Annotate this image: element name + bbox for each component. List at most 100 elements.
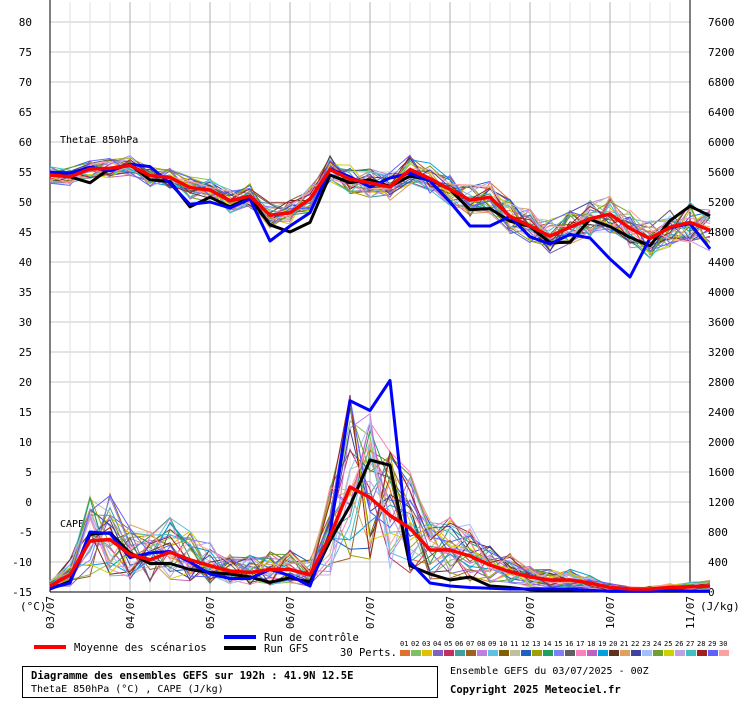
perturbation-thetae-line bbox=[49, 154, 711, 252]
perturbation-thetae-line bbox=[49, 159, 711, 252]
right-tick-label: 2400 bbox=[708, 406, 735, 419]
legend-pert-swatch bbox=[653, 650, 663, 656]
panel-label-cape: CAPE bbox=[60, 519, 84, 530]
right-unit-label: (J/kg) bbox=[700, 600, 740, 613]
legend-pert-number: 19 bbox=[598, 640, 606, 648]
legend-pert-swatch bbox=[675, 650, 685, 656]
right-tick-label: 2000 bbox=[708, 436, 735, 449]
legend-pert-swatch bbox=[411, 650, 421, 656]
legend-pert-number: 25 bbox=[664, 640, 672, 648]
left-tick-label: 10 bbox=[19, 436, 32, 449]
legend-pert-swatch bbox=[543, 650, 553, 656]
left-tick-label: 0 bbox=[25, 496, 32, 509]
right-tick-label: 400 bbox=[708, 556, 728, 569]
legend-pert-number: 16 bbox=[565, 640, 573, 648]
left-tick-label: 35 bbox=[19, 286, 32, 299]
series-mean-cape-line bbox=[49, 485, 711, 591]
x-tick-label: 06/07 bbox=[284, 596, 297, 629]
legend-pert-swatch bbox=[477, 650, 487, 656]
legend-pert-swatch bbox=[686, 650, 696, 656]
legend-pert-swatch bbox=[444, 650, 454, 656]
right-tick-label: 6000 bbox=[708, 136, 735, 149]
left-tick-label: -5 bbox=[19, 526, 32, 539]
title-box: Diagramme des ensembles GEFS sur 192h : … bbox=[22, 666, 438, 698]
legend-pert-swatch bbox=[719, 650, 729, 656]
legend-pert-number: 18 bbox=[587, 640, 595, 648]
legend-pert-swatch bbox=[631, 650, 641, 656]
legend-pert-number: 06 bbox=[455, 640, 463, 648]
legend-pert-number: 07 bbox=[466, 640, 474, 648]
legend-pert-number: 04 bbox=[433, 640, 441, 648]
left-tick-label: 75 bbox=[19, 46, 32, 59]
legend-pert-swatch bbox=[466, 650, 476, 656]
legend-pert-number: 14 bbox=[543, 640, 551, 648]
legend-pert-number: 23 bbox=[642, 640, 650, 648]
legend-pert-swatch bbox=[455, 650, 465, 656]
right-tick-label: 6800 bbox=[708, 76, 735, 89]
left-tick-label: 20 bbox=[19, 376, 32, 389]
left-tick-label: 45 bbox=[19, 226, 32, 239]
legend-pert-swatch bbox=[422, 650, 432, 656]
right-tick-label: 0 bbox=[708, 586, 715, 599]
left-tick-label: 55 bbox=[19, 166, 32, 179]
legend-pert-swatch bbox=[576, 650, 586, 656]
right-tick-label: 5600 bbox=[708, 166, 735, 179]
left-tick-label: -10 bbox=[12, 556, 32, 569]
legend-gfs-label: Run GFS bbox=[264, 643, 308, 655]
legend-pert-swatch bbox=[565, 650, 575, 656]
right-tick-label: 2800 bbox=[708, 376, 735, 389]
right-tick-label: 5200 bbox=[708, 196, 735, 209]
legend-pert-number: 24 bbox=[653, 640, 661, 648]
legend-pert-swatch bbox=[510, 650, 520, 656]
series-control-cape-line bbox=[49, 379, 710, 593]
left-tick-label: 65 bbox=[19, 106, 32, 119]
chart-subtitle: ThetaE 850hPa (°C) , CAPE (J/kg) bbox=[31, 684, 224, 695]
legend-control-label: Run de contrôle bbox=[264, 632, 359, 644]
legend-pert-number: 09 bbox=[488, 640, 496, 648]
left-unit-label: (°C) bbox=[20, 600, 47, 613]
legend-pert-number: 08 bbox=[477, 640, 485, 648]
chart-title: Diagramme des ensembles GEFS sur 192h : … bbox=[31, 670, 354, 682]
legend-pert-number: 15 bbox=[554, 640, 562, 648]
legend-perts-label: 30 Perts. bbox=[340, 647, 397, 659]
left-tick-label: 5 bbox=[25, 466, 32, 479]
legend-pert-swatch bbox=[532, 650, 542, 656]
run-info: Ensemble GEFS du 03/07/2025 - 00Z bbox=[450, 666, 649, 677]
legend-pert-number: 21 bbox=[620, 640, 628, 648]
legend-pert-number: 12 bbox=[521, 640, 529, 648]
right-tick-label: 4000 bbox=[708, 286, 735, 299]
legend-pert-number: 03 bbox=[422, 640, 430, 648]
left-tick-label: 40 bbox=[19, 256, 32, 269]
legend-pert-number: 22 bbox=[631, 640, 639, 648]
legend-pert-swatch bbox=[554, 650, 564, 656]
legend-pert-swatch bbox=[642, 650, 652, 656]
x-tick-label: 11/07 bbox=[684, 596, 697, 629]
x-tick-label: 03/07 bbox=[44, 596, 57, 629]
legend-pert-swatch bbox=[433, 650, 443, 656]
legend-pert-swatch bbox=[708, 650, 718, 656]
right-tick-label: 4400 bbox=[708, 256, 735, 269]
legend-pert-number: 20 bbox=[609, 640, 617, 648]
left-tick-label: -15 bbox=[12, 586, 32, 599]
legend-mean-label: Moyenne des scénarios bbox=[74, 642, 207, 654]
legend-pert-swatch bbox=[488, 650, 498, 656]
series-mean-thetae-line bbox=[49, 163, 711, 241]
perturbation-cape-line bbox=[49, 397, 711, 592]
x-tick-label: 10/07 bbox=[604, 596, 617, 629]
legend: Moyenne des scénarios Run de contrôleRun … bbox=[34, 632, 729, 659]
right-tick-label: 4800 bbox=[708, 226, 735, 239]
right-tick-label: 1600 bbox=[708, 466, 735, 479]
right-tick-label: 7200 bbox=[708, 46, 735, 59]
legend-pert-number: 27 bbox=[686, 640, 694, 648]
right-tick-label: 1200 bbox=[708, 496, 735, 509]
x-tick-label: 09/07 bbox=[524, 596, 537, 629]
x-tick-label: 08/07 bbox=[444, 596, 457, 629]
right-tick-label: 3600 bbox=[708, 316, 735, 329]
x-tick-label: 07/07 bbox=[364, 596, 377, 629]
left-tick-label: 60 bbox=[19, 136, 32, 149]
legend-pert-swatch bbox=[664, 650, 674, 656]
legend-pert-number: 01 bbox=[400, 640, 408, 648]
left-tick-label: 70 bbox=[19, 76, 32, 89]
legend-pert-swatch bbox=[697, 650, 707, 656]
